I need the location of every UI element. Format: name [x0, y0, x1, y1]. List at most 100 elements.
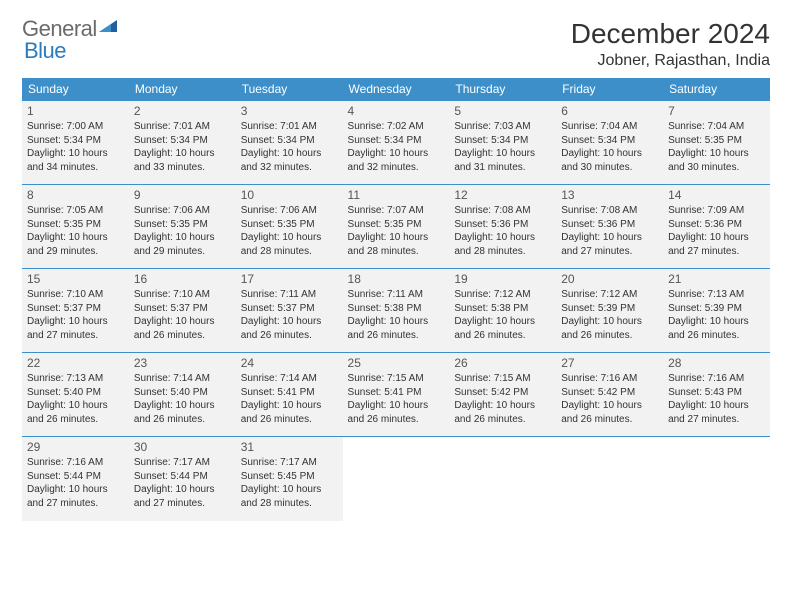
day-details: Sunrise: 7:07 AMSunset: 5:35 PMDaylight:…: [348, 204, 445, 258]
day-details: Sunrise: 7:12 AMSunset: 5:39 PMDaylight:…: [561, 288, 658, 342]
day-number: 13: [561, 188, 658, 202]
day-number: 8: [27, 188, 124, 202]
day-details: Sunrise: 7:06 AMSunset: 5:35 PMDaylight:…: [241, 204, 338, 258]
day-cell: 23 Sunrise: 7:14 AMSunset: 5:40 PMDayligh…: [129, 353, 236, 437]
calendar-table: Sunday Monday Tuesday Wednesday Thursday…: [22, 78, 770, 521]
title-block: December 2024 Jobner, Rajasthan, India: [571, 18, 770, 70]
day-cell: 3 Sunrise: 7:01 AMSunset: 5:34 PMDaylight…: [236, 101, 343, 185]
day-cell: 7 Sunrise: 7:04 AMSunset: 5:35 PMDaylight…: [663, 101, 770, 185]
dayname: Sunday: [22, 78, 129, 101]
day-cell: 26Sunrise: 7:15 AMSunset: 5:42 PMDayligh…: [449, 353, 556, 437]
day-number: 14: [668, 188, 765, 202]
day-cell: 16Sunrise: 7:10 AMSunset: 5:37 PMDayligh…: [129, 269, 236, 353]
logo-word-2: Blue: [24, 38, 66, 63]
day-details: Sunrise: 7:11 AMSunset: 5:38 PMDaylight:…: [348, 288, 445, 342]
day-cell: [663, 437, 770, 521]
day-details: Sunrise: 7:15 AMSunset: 5:42 PMDaylight:…: [454, 372, 551, 426]
day-number: 1: [27, 104, 124, 118]
calendar-page: GeneralBlue December 2024 Jobner, Rajast…: [0, 0, 792, 539]
day-cell: 12Sunrise: 7:08 AMSunset: 5:36 PMDayligh…: [449, 185, 556, 269]
day-number: 7: [668, 104, 765, 118]
day-cell: 24 Sunrise: 7:14 AMSunset: 5:41 PMDayligh…: [236, 353, 343, 437]
day-number: 4: [348, 104, 445, 118]
day-number: 11: [348, 188, 445, 202]
day-cell: 19 Sunrise: 7:12 AMSunset: 5:38 PMDayligh…: [449, 269, 556, 353]
dayname: Monday: [129, 78, 236, 101]
week-row: 29Sunrise: 7:16 AMSunset: 5:44 PMDayligh…: [22, 437, 770, 521]
day-cell: 22 Sunrise: 7:13 AMSunset: 5:40 PMDayligh…: [22, 353, 129, 437]
day-details: Sunrise: 7:08 AMSunset: 5:36 PMDaylight:…: [454, 204, 551, 258]
dayname: Friday: [556, 78, 663, 101]
day-number: 23: [134, 356, 231, 370]
day-number: 9: [134, 188, 231, 202]
day-number: 17: [241, 272, 338, 286]
day-details: Sunrise: 7:06 AMSunset: 5:35 PMDaylight:…: [134, 204, 231, 258]
logo-triangle-icon: [99, 12, 117, 37]
day-details: Sunrise: 7:10 AMSunset: 5:37 PMDaylight:…: [27, 288, 124, 342]
day-cell: 25Sunrise: 7:15 AMSunset: 5:41 PMDayligh…: [343, 353, 450, 437]
day-cell: 8 Sunrise: 7:05 AMSunset: 5:35 PMDaylight…: [22, 185, 129, 269]
day-cell: 5Sunrise: 7:03 AMSunset: 5:34 PMDaylight…: [449, 101, 556, 185]
day-number: 22: [27, 356, 124, 370]
day-cell: 17Sunrise: 7:11 AMSunset: 5:37 PMDayligh…: [236, 269, 343, 353]
day-number: 28: [668, 356, 765, 370]
day-details: Sunrise: 7:17 AMSunset: 5:44 PMDaylight:…: [134, 456, 231, 510]
day-number: 6: [561, 104, 658, 118]
day-cell: [556, 437, 663, 521]
day-number: 10: [241, 188, 338, 202]
day-number: 20: [561, 272, 658, 286]
dayname-row: Sunday Monday Tuesday Wednesday Thursday…: [22, 78, 770, 101]
day-details: Sunrise: 7:04 AMSunset: 5:34 PMDaylight:…: [561, 120, 658, 174]
day-cell: 20 Sunrise: 7:12 AMSunset: 5:39 PMDayligh…: [556, 269, 663, 353]
day-number: 2: [134, 104, 231, 118]
day-number: 5: [454, 104, 551, 118]
week-row: 8 Sunrise: 7:05 AMSunset: 5:35 PMDaylight…: [22, 185, 770, 269]
day-cell: 27 Sunrise: 7:16 AMSunset: 5:42 PMDayligh…: [556, 353, 663, 437]
day-details: Sunrise: 7:05 AMSunset: 5:35 PMDaylight:…: [27, 204, 124, 258]
day-number: 24: [241, 356, 338, 370]
dayname: Wednesday: [343, 78, 450, 101]
day-cell: 4Sunrise: 7:02 AMSunset: 5:34 PMDaylight…: [343, 101, 450, 185]
day-number: 31: [241, 440, 338, 454]
logo: GeneralBlue: [22, 18, 117, 62]
day-number: 21: [668, 272, 765, 286]
day-details: Sunrise: 7:04 AMSunset: 5:35 PMDaylight:…: [668, 120, 765, 174]
day-cell: [343, 437, 450, 521]
day-number: 15: [27, 272, 124, 286]
dayname: Tuesday: [236, 78, 343, 101]
day-cell: 11 Sunrise: 7:07 AMSunset: 5:35 PMDayligh…: [343, 185, 450, 269]
day-details: Sunrise: 7:01 AMSunset: 5:34 PMDaylight:…: [241, 120, 338, 174]
dayname: Thursday: [449, 78, 556, 101]
day-cell: 15 Sunrise: 7:10 AMSunset: 5:37 PMDayligh…: [22, 269, 129, 353]
day-details: Sunrise: 7:00 AMSunset: 5:34 PMDaylight:…: [27, 120, 124, 174]
day-number: 3: [241, 104, 338, 118]
day-number: 30: [134, 440, 231, 454]
week-row: 1 Sunrise: 7:00 AMSunset: 5:34 PMDaylight…: [22, 101, 770, 185]
day-details: Sunrise: 7:09 AMSunset: 5:36 PMDaylight:…: [668, 204, 765, 258]
day-details: Sunrise: 7:08 AMSunset: 5:36 PMDaylight:…: [561, 204, 658, 258]
page-title: December 2024: [571, 18, 770, 50]
day-number: 18: [348, 272, 445, 286]
day-number: 27: [561, 356, 658, 370]
day-details: Sunrise: 7:14 AMSunset: 5:41 PMDaylight:…: [241, 372, 338, 426]
week-row: 15 Sunrise: 7:10 AMSunset: 5:37 PMDayligh…: [22, 269, 770, 353]
day-number: 29: [27, 440, 124, 454]
day-cell: 29Sunrise: 7:16 AMSunset: 5:44 PMDayligh…: [22, 437, 129, 521]
day-cell: [449, 437, 556, 521]
day-details: Sunrise: 7:16 AMSunset: 5:42 PMDaylight:…: [561, 372, 658, 426]
day-cell: 9 Sunrise: 7:06 AMSunset: 5:35 PMDaylight…: [129, 185, 236, 269]
day-cell: 1 Sunrise: 7:00 AMSunset: 5:34 PMDaylight…: [22, 101, 129, 185]
day-details: Sunrise: 7:12 AMSunset: 5:38 PMDaylight:…: [454, 288, 551, 342]
day-details: Sunrise: 7:10 AMSunset: 5:37 PMDaylight:…: [134, 288, 231, 342]
day-details: Sunrise: 7:13 AMSunset: 5:40 PMDaylight:…: [27, 372, 124, 426]
day-cell: 28Sunrise: 7:16 AMSunset: 5:43 PMDayligh…: [663, 353, 770, 437]
dayname: Saturday: [663, 78, 770, 101]
day-details: Sunrise: 7:17 AMSunset: 5:45 PMDaylight:…: [241, 456, 338, 510]
header: GeneralBlue December 2024 Jobner, Rajast…: [22, 18, 770, 70]
day-cell: 21Sunrise: 7:13 AMSunset: 5:39 PMDayligh…: [663, 269, 770, 353]
day-cell: 13 Sunrise: 7:08 AMSunset: 5:36 PMDayligh…: [556, 185, 663, 269]
day-details: Sunrise: 7:01 AMSunset: 5:34 PMDaylight:…: [134, 120, 231, 174]
day-cell: 31 Sunrise: 7:17 AMSunset: 5:45 PMDayligh…: [236, 437, 343, 521]
day-number: 19: [454, 272, 551, 286]
day-details: Sunrise: 7:14 AMSunset: 5:40 PMDaylight:…: [134, 372, 231, 426]
